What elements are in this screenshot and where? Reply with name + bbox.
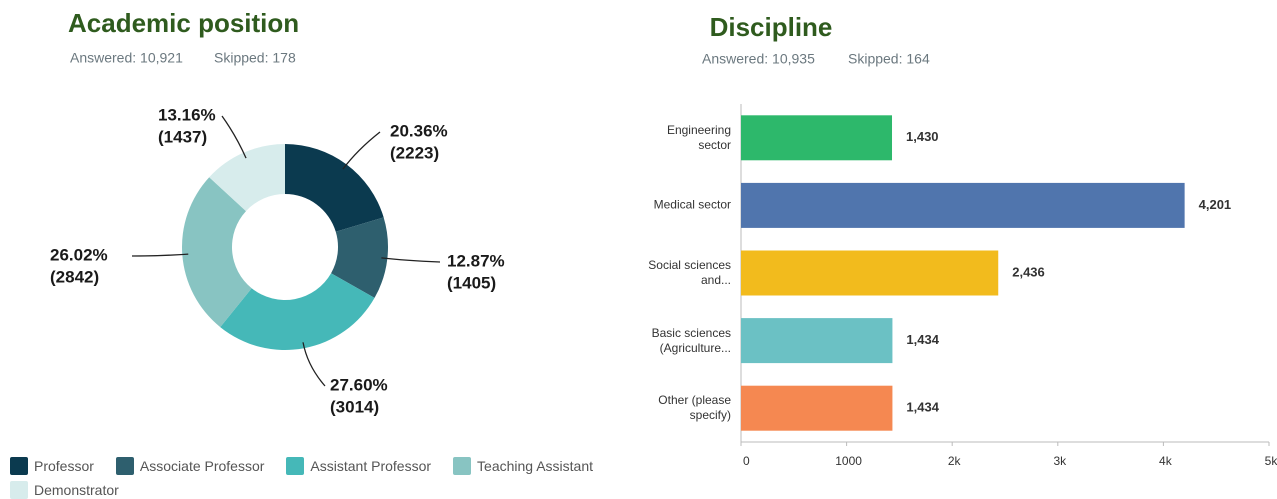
data-label: 27.60% <box>330 375 388 394</box>
data-label: 1,430 <box>906 129 939 144</box>
data-label: 4,201 <box>1199 197 1232 212</box>
donut-segment <box>220 273 375 350</box>
data-label: (1405) <box>447 273 496 292</box>
data-label: 12.87% <box>447 251 505 270</box>
legend-swatch <box>10 457 28 475</box>
legend: Professor Associate Professor Assistant Pr… <box>10 457 650 499</box>
skipped: Skipped: 164 <box>848 51 930 67</box>
leader-line <box>302 342 326 387</box>
legend-item: Demonstrator <box>10 481 119 499</box>
legend-swatch <box>453 457 472 475</box>
data-label: 2,436 <box>1012 264 1045 279</box>
legend-item: Assistant Professor <box>286 457 431 475</box>
leader-line <box>381 257 441 263</box>
x-tick-label: 5k <box>1265 454 1277 468</box>
leader-line <box>342 131 381 170</box>
donut-segment <box>209 144 285 212</box>
data-label: 20.36% <box>390 121 448 140</box>
x-tick-label: 4k <box>1159 454 1173 468</box>
x-tick-label: 3k <box>1053 454 1067 468</box>
legend-label: Professor <box>34 458 94 474</box>
bar <box>741 385 893 431</box>
data-label: (2842) <box>50 267 99 286</box>
bar <box>741 318 893 364</box>
leader-line <box>221 115 247 159</box>
legend-item: Teaching Assistant <box>453 457 593 475</box>
legend-item: Professor <box>10 457 94 475</box>
chart-title: Discipline <box>710 12 833 42</box>
legend-item: Associate Professor <box>115 457 265 475</box>
legend-swatch <box>10 481 28 499</box>
x-tick-label: 2k <box>948 454 962 468</box>
data-label: 1,434 <box>906 332 939 347</box>
data-label: (1437) <box>158 127 207 146</box>
data-label: 13.16% <box>158 105 216 124</box>
chart-title: Academic position <box>68 8 299 38</box>
y-tick-label: Medical sector <box>653 197 731 212</box>
bar <box>741 250 999 296</box>
bar <box>741 182 1185 228</box>
x-tick-label: 0 <box>743 454 750 468</box>
y-tick-label: Basic sciences (Agriculture... <box>651 325 731 355</box>
skipped: Skipped: 178 <box>214 50 296 66</box>
legend-label: Associate Professor <box>139 458 265 474</box>
data-label: 26.02% <box>50 245 108 264</box>
answered: Answered: 10,921 <box>70 50 183 66</box>
leader-line <box>131 253 189 257</box>
data-label: (3014) <box>330 397 379 416</box>
legend-label: Demonstrator <box>34 482 119 498</box>
legend-swatch <box>286 457 305 475</box>
legend-swatch <box>115 457 134 475</box>
donut-segment <box>285 144 384 232</box>
bar <box>741 115 893 161</box>
y-tick-label: Engineering sector <box>666 122 731 152</box>
x-tick-label: 1000 <box>835 454 862 468</box>
legend-label: Teaching Assistant <box>477 458 593 474</box>
data-label: (2223) <box>390 143 439 162</box>
donut-segment <box>331 217 388 298</box>
y-tick-label: Other (please specify) <box>658 393 731 423</box>
legend-label: Assistant Professor <box>310 458 432 474</box>
donut-segment <box>181 177 252 328</box>
answered: Answered: 10,935 <box>702 51 815 67</box>
data-label: 1,434 <box>906 400 939 415</box>
y-tick-label: Social sciences and... <box>648 258 731 287</box>
